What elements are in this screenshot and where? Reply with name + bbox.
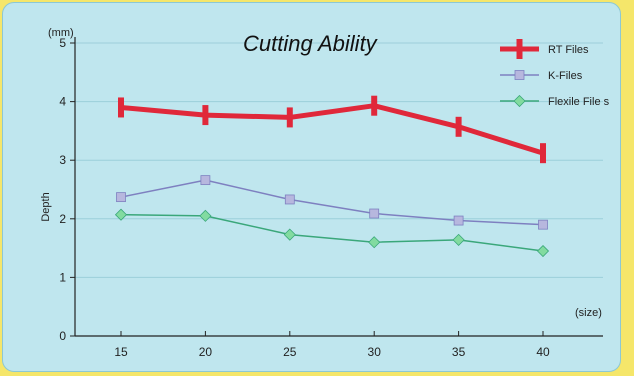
x-tick-label-35: 35 [452, 345, 466, 359]
point-rt-files-40 [540, 143, 546, 164]
y-tick-label-0: 0 [59, 329, 66, 343]
point-flexile-file-s-30 [368, 236, 381, 249]
y-axis-label: Depth [40, 192, 52, 221]
cutting-ability-chart: 0 1 2 3 4 5 15 20 25 30 35 40 RT Files K-Files Flexil… [40, 27, 610, 359]
x-tick-label-20: 20 [199, 345, 213, 359]
x-tick-label-15: 15 [114, 345, 128, 359]
x-tick-label-40: 40 [536, 345, 550, 359]
point-k-files-30 [369, 208, 380, 219]
legend-marker-flexile-file-s [513, 94, 526, 108]
legend-label-rt-files: RT Files [548, 44, 589, 56]
x-unit-label: (size) [575, 307, 602, 319]
legend-item-k-files: K-Files [500, 70, 583, 82]
legend-item-flexile-file-s: Flexile File s [500, 94, 610, 108]
series-line-flexile-file-s [120, 213, 544, 252]
point-flexile-file-s-35 [452, 233, 465, 246]
y-tick-label-5: 5 [59, 36, 66, 50]
y-tick-label-1: 1 [59, 270, 66, 284]
legend-item-rt-files: RT Files [500, 39, 589, 59]
y-unit-label: (mm) [48, 27, 74, 39]
y-tick-label-2: 2 [59, 212, 66, 226]
legend: RT Files K-Files Flexile File s [500, 39, 610, 108]
chart-title: Cutting Ability [243, 31, 379, 56]
point-k-files-15 [116, 192, 126, 203]
series-line-k-files [120, 179, 544, 226]
x-tick-label-30: 30 [368, 345, 382, 359]
point-flexile-file-s-40 [536, 244, 550, 258]
point-k-files-40 [538, 219, 548, 230]
point-k-files-25 [284, 194, 295, 205]
point-rt-files-20 [202, 105, 209, 126]
series-layer [114, 95, 550, 258]
point-flexile-file-s-25 [283, 228, 296, 241]
point-flexile-file-s-20 [199, 209, 212, 222]
x-tick-label-25: 25 [283, 345, 297, 359]
y-tick-label-3: 3 [59, 153, 66, 167]
y-tick-label-4: 4 [59, 95, 66, 109]
point-k-files-20 [200, 175, 211, 186]
point-rt-files-25 [286, 107, 293, 128]
point-rt-files-15 [118, 97, 124, 118]
point-flexile-file-s-15 [114, 208, 128, 221]
legend-label-k-files: K-Files [548, 70, 583, 82]
point-rt-files-30 [371, 95, 378, 116]
chart-panel: 0 1 2 3 4 5 15 20 25 30 35 40 RT Files K-Files Flexil… [2, 2, 621, 372]
series-flexile-file-s [114, 208, 550, 258]
legend-marker-rt-files [516, 39, 523, 59]
legend-marker-k-files [514, 70, 525, 80]
legend-label-flexile-file-s: Flexile File s [548, 96, 610, 108]
axes: 0 1 2 3 4 5 15 20 25 30 35 40 [59, 36, 603, 359]
point-k-files-35 [453, 215, 464, 226]
point-rt-files-35 [455, 116, 462, 137]
series-line-rt-files [120, 103, 544, 156]
series-k-files [116, 175, 548, 230]
series-rt-files [118, 95, 546, 164]
